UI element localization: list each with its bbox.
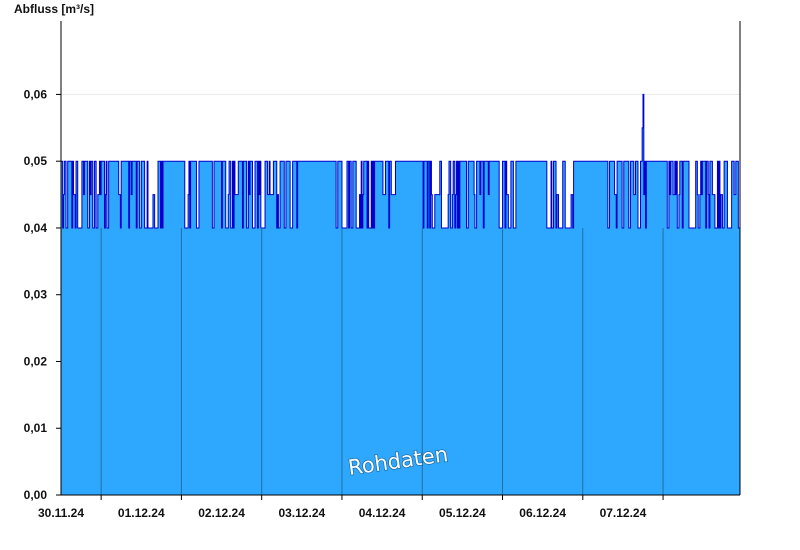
- discharge-line: [61, 93, 741, 229]
- x-tick-label: 04.12.24: [359, 506, 406, 520]
- y-axis-label: Abfluss [m³/s]: [14, 2, 94, 16]
- y-tick-label: 0,06: [24, 87, 48, 101]
- y-tick-label: 0,00: [24, 488, 48, 502]
- x-axis-ticks: 30.11.24 01.12.24 02.12.24 03.12.24 04.12.24…: [38, 495, 664, 520]
- y-axis-ticks: 0,00 0,01 0,02 0,03 0,04 0,05 0,06: [24, 87, 61, 502]
- discharge-area: [61, 94, 740, 496]
- x-tick-label: 03.12.24: [278, 506, 325, 520]
- y-tick-label: 0,02: [24, 354, 48, 368]
- x-tick-label: 30.11.24: [38, 506, 84, 520]
- x-tick-label: 06.12.24: [519, 506, 566, 520]
- x-tick-label: 01.12.24: [118, 506, 165, 520]
- y-tick-label: 0,01: [24, 421, 48, 435]
- x-tick-label: 05.12.24: [439, 506, 486, 520]
- y-tick-label: 0,05: [24, 154, 48, 168]
- y-tick-label: 0,04: [24, 221, 48, 235]
- day-gridlines: [100, 227, 664, 495]
- y-tick-label: 0,03: [24, 288, 48, 302]
- watermark-text: Rohdaten: [347, 442, 450, 480]
- x-tick-label: 07.12.24: [600, 506, 647, 520]
- x-tick-label: 02.12.24: [198, 506, 245, 520]
- axes: [60, 21, 741, 496]
